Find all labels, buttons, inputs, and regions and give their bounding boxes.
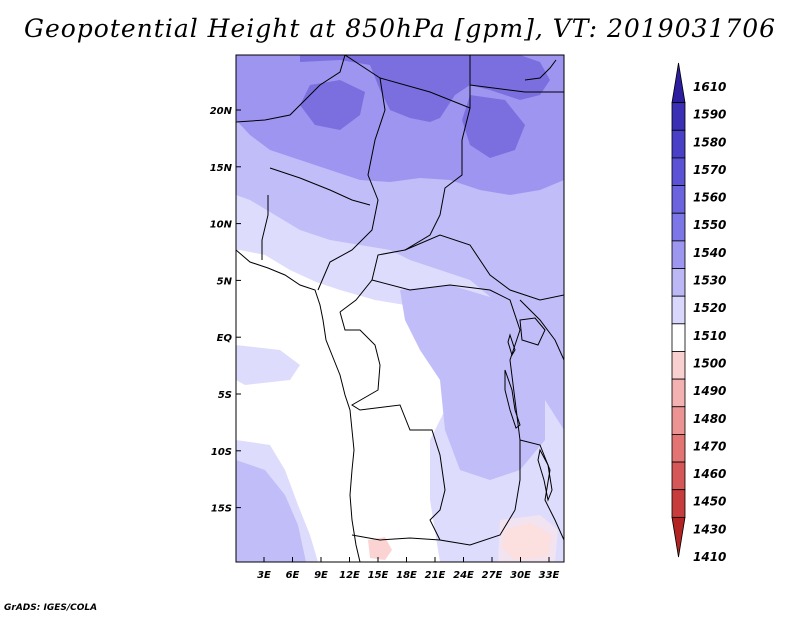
- lat-tick-label: 10N: [210, 220, 233, 231]
- shaded-field: [236, 55, 564, 562]
- colorbar-segment: [671, 461, 686, 491]
- border-3: [379, 55, 471, 109]
- contour-1500-sw: [368, 537, 392, 560]
- colorbar-label: 1530: [693, 274, 726, 288]
- colorbar-label: 1460: [693, 467, 726, 481]
- contour-1520-mid: [236, 345, 300, 385]
- colorbar-bottom-arrow: [671, 516, 686, 558]
- contour-1530-w: [236, 460, 306, 562]
- colorbar-segment: [671, 268, 686, 297]
- chart-title: Geopotential Height at 850hPa [gpm], VT:…: [23, 14, 777, 43]
- lon-tick-label: 24E: [453, 570, 474, 581]
- border-12: [519, 299, 564, 361]
- colorbar-label: 1410: [693, 550, 726, 564]
- colorbar-label: 1580: [693, 135, 726, 149]
- lon-tick-label: 3E: [257, 570, 271, 581]
- colorbar-segment: [671, 240, 686, 269]
- contour-1530-e: [400, 285, 545, 480]
- colorbar-segment: [671, 406, 686, 435]
- map-frame: [235, 54, 565, 563]
- colorbar-segment: [671, 157, 686, 186]
- colorbar-label: 1500: [693, 356, 726, 370]
- lat-tick-label: 10S: [211, 447, 232, 458]
- colorbar-label: 1570: [693, 163, 726, 177]
- lake-tanganyika: [504, 369, 521, 429]
- border-6: [404, 234, 564, 301]
- border-11: [261, 195, 269, 260]
- border-13: [519, 439, 564, 541]
- colorbar-label: 1450: [693, 495, 726, 509]
- colorbar-label: 1540: [693, 246, 726, 260]
- colorbar-segment: [671, 489, 686, 518]
- border-4: [469, 84, 564, 93]
- border-1: [236, 55, 346, 123]
- lat-tick-label: 5N: [217, 276, 233, 287]
- colorbar-segment: [671, 212, 686, 242]
- contour-1550-e: [462, 95, 525, 158]
- map-border: [235, 54, 565, 563]
- colorbar-label: 1520: [693, 301, 726, 315]
- colorbar-segment: [671, 323, 686, 352]
- colorbar: 1610 1590 1580 1570 1560 1550 1540 1530 1520 1510…: [671, 62, 726, 564]
- colorbar-label: 1490: [693, 384, 726, 398]
- lake-malawi: [537, 448, 553, 502]
- colorbar-top-arrow: [671, 62, 686, 104]
- lat-tick-label: 15N: [210, 163, 233, 174]
- red-sea-coast: [524, 59, 557, 81]
- contour-1550-w: [300, 80, 365, 130]
- border-2: [317, 55, 386, 291]
- lon-tick-label: 6E: [286, 570, 300, 581]
- lon-tick-label: 27E: [482, 570, 503, 581]
- lake-victoria: [519, 317, 546, 346]
- contour-1550: [300, 55, 550, 122]
- lat-tick-label: 15S: [211, 504, 232, 515]
- country-borders: [236, 55, 564, 562]
- colorbar-label: 1430: [693, 522, 726, 536]
- coastline-west: [236, 249, 361, 562]
- border-9: [351, 534, 441, 541]
- colorbar-label: 1480: [693, 412, 726, 426]
- footer-credit: GrADS: IGES/COLA: [4, 603, 98, 613]
- lon-tick-label: 33E: [539, 570, 560, 581]
- latitude-axis: 20N 15N 10N 5N EQ 5S 10S 15S: [210, 106, 241, 515]
- lon-tick-label: 30E: [510, 570, 531, 581]
- colorbar-segment: [671, 378, 686, 408]
- colorbar-segment: [671, 295, 686, 325]
- lat-tick-label: 20N: [210, 106, 233, 117]
- colorbar-label: 1470: [693, 439, 726, 453]
- longitude-axis: 3E 6E 9E 12E 15E 18E 21E 24E 27E 30E 33E: [257, 557, 560, 581]
- colorbar-segment: [671, 351, 686, 380]
- lon-tick-label: 12E: [339, 570, 360, 581]
- colorbar-segment: [671, 102, 686, 131]
- contour-1510-se: [498, 515, 558, 562]
- border-7: [371, 279, 521, 511]
- lake-albert: [507, 333, 516, 357]
- lon-tick-label: 9E: [314, 570, 328, 581]
- colorbar-segment: [671, 434, 686, 463]
- lon-tick-label: 21E: [425, 570, 446, 581]
- lat-tick-label: 5S: [218, 390, 232, 401]
- colorbar-label: 1560: [693, 191, 726, 205]
- lon-tick-label: 15E: [368, 570, 389, 581]
- border-5: [339, 107, 471, 313]
- colorbar-label: 1510: [693, 329, 726, 343]
- colorbar-segment: [671, 129, 686, 159]
- border-10: [269, 167, 371, 206]
- lat-tick-label: EQ: [217, 333, 233, 344]
- colorbar-label: 1590: [693, 108, 726, 122]
- lon-tick-label: 18E: [396, 570, 417, 581]
- colorbar-segment: [671, 185, 686, 214]
- colorbar-label: 1610: [693, 80, 726, 94]
- colorbar-label: 1550: [693, 218, 726, 232]
